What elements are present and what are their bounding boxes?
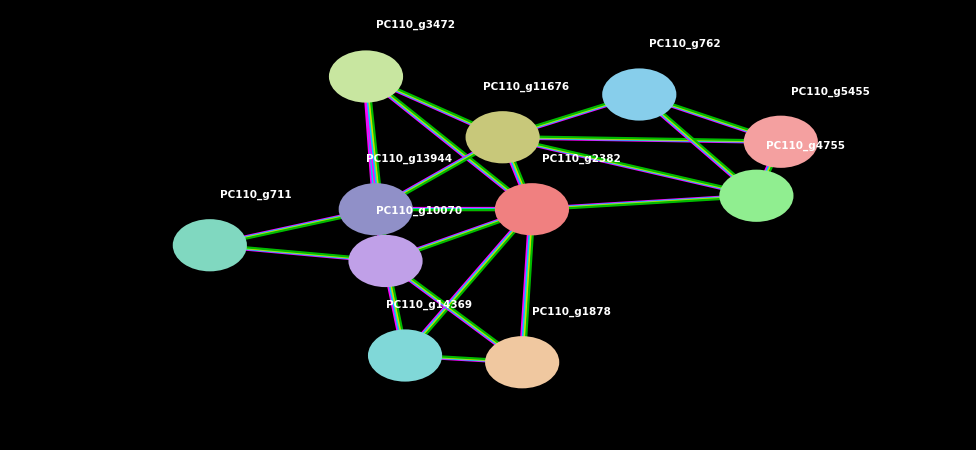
Ellipse shape <box>719 170 793 222</box>
Text: PC110_g10070: PC110_g10070 <box>376 206 462 216</box>
Ellipse shape <box>348 235 423 287</box>
Text: PC110_g4755: PC110_g4755 <box>766 140 845 151</box>
Text: PC110_g762: PC110_g762 <box>649 39 720 50</box>
Text: PC110_g1878: PC110_g1878 <box>532 307 611 317</box>
Text: PC110_g11676: PC110_g11676 <box>483 82 569 92</box>
Ellipse shape <box>495 183 569 235</box>
Ellipse shape <box>339 183 413 235</box>
Text: PC110_g14369: PC110_g14369 <box>386 300 471 310</box>
Text: PC110_g2382: PC110_g2382 <box>542 154 621 164</box>
Ellipse shape <box>466 111 540 163</box>
Text: PC110_g3472: PC110_g3472 <box>376 20 455 30</box>
Ellipse shape <box>602 68 676 121</box>
Text: PC110_g711: PC110_g711 <box>220 190 291 200</box>
Ellipse shape <box>744 116 818 168</box>
Ellipse shape <box>329 50 403 103</box>
Ellipse shape <box>368 329 442 382</box>
Ellipse shape <box>485 336 559 388</box>
Ellipse shape <box>173 219 247 271</box>
Text: PC110_g5455: PC110_g5455 <box>791 86 870 97</box>
Text: PC110_g13944: PC110_g13944 <box>366 154 452 164</box>
